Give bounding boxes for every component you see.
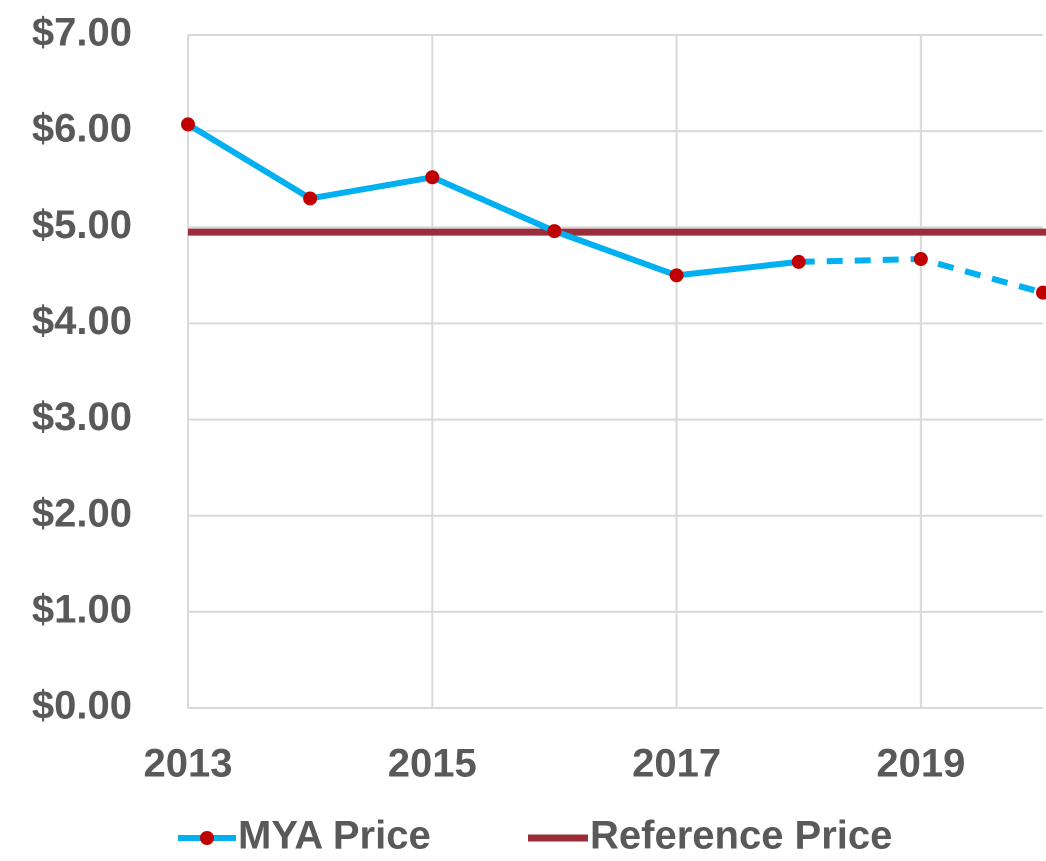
y-tick-label: $0.00 — [32, 684, 132, 728]
point — [791, 254, 806, 269]
y-tick-label: $4.00 — [32, 299, 132, 343]
x-tick-label: 2019 — [876, 742, 965, 786]
y-tick-label: $3.00 — [32, 395, 132, 439]
y-tick-label: $6.00 — [32, 107, 132, 151]
point — [303, 191, 318, 206]
legend-label: MYA Price — [238, 814, 431, 858]
x-tick-label: 2015 — [388, 742, 477, 786]
x-tick-label: 2017 — [632, 742, 721, 786]
point — [669, 268, 684, 283]
point — [1036, 285, 1046, 300]
y-tick-label: $1.00 — [32, 587, 132, 631]
y-tick-label: $2.00 — [32, 491, 132, 535]
legend-label: Reference Price — [590, 814, 892, 858]
point — [425, 170, 440, 185]
point — [547, 224, 562, 239]
x-tick-label: 2013 — [144, 742, 233, 786]
legend-marker — [200, 831, 214, 845]
series-line — [186, 121, 800, 279]
point — [181, 117, 195, 132]
point — [913, 252, 928, 267]
y-tick-label: $5.00 — [32, 203, 132, 247]
y-tick-label: $7.00 — [32, 11, 132, 55]
